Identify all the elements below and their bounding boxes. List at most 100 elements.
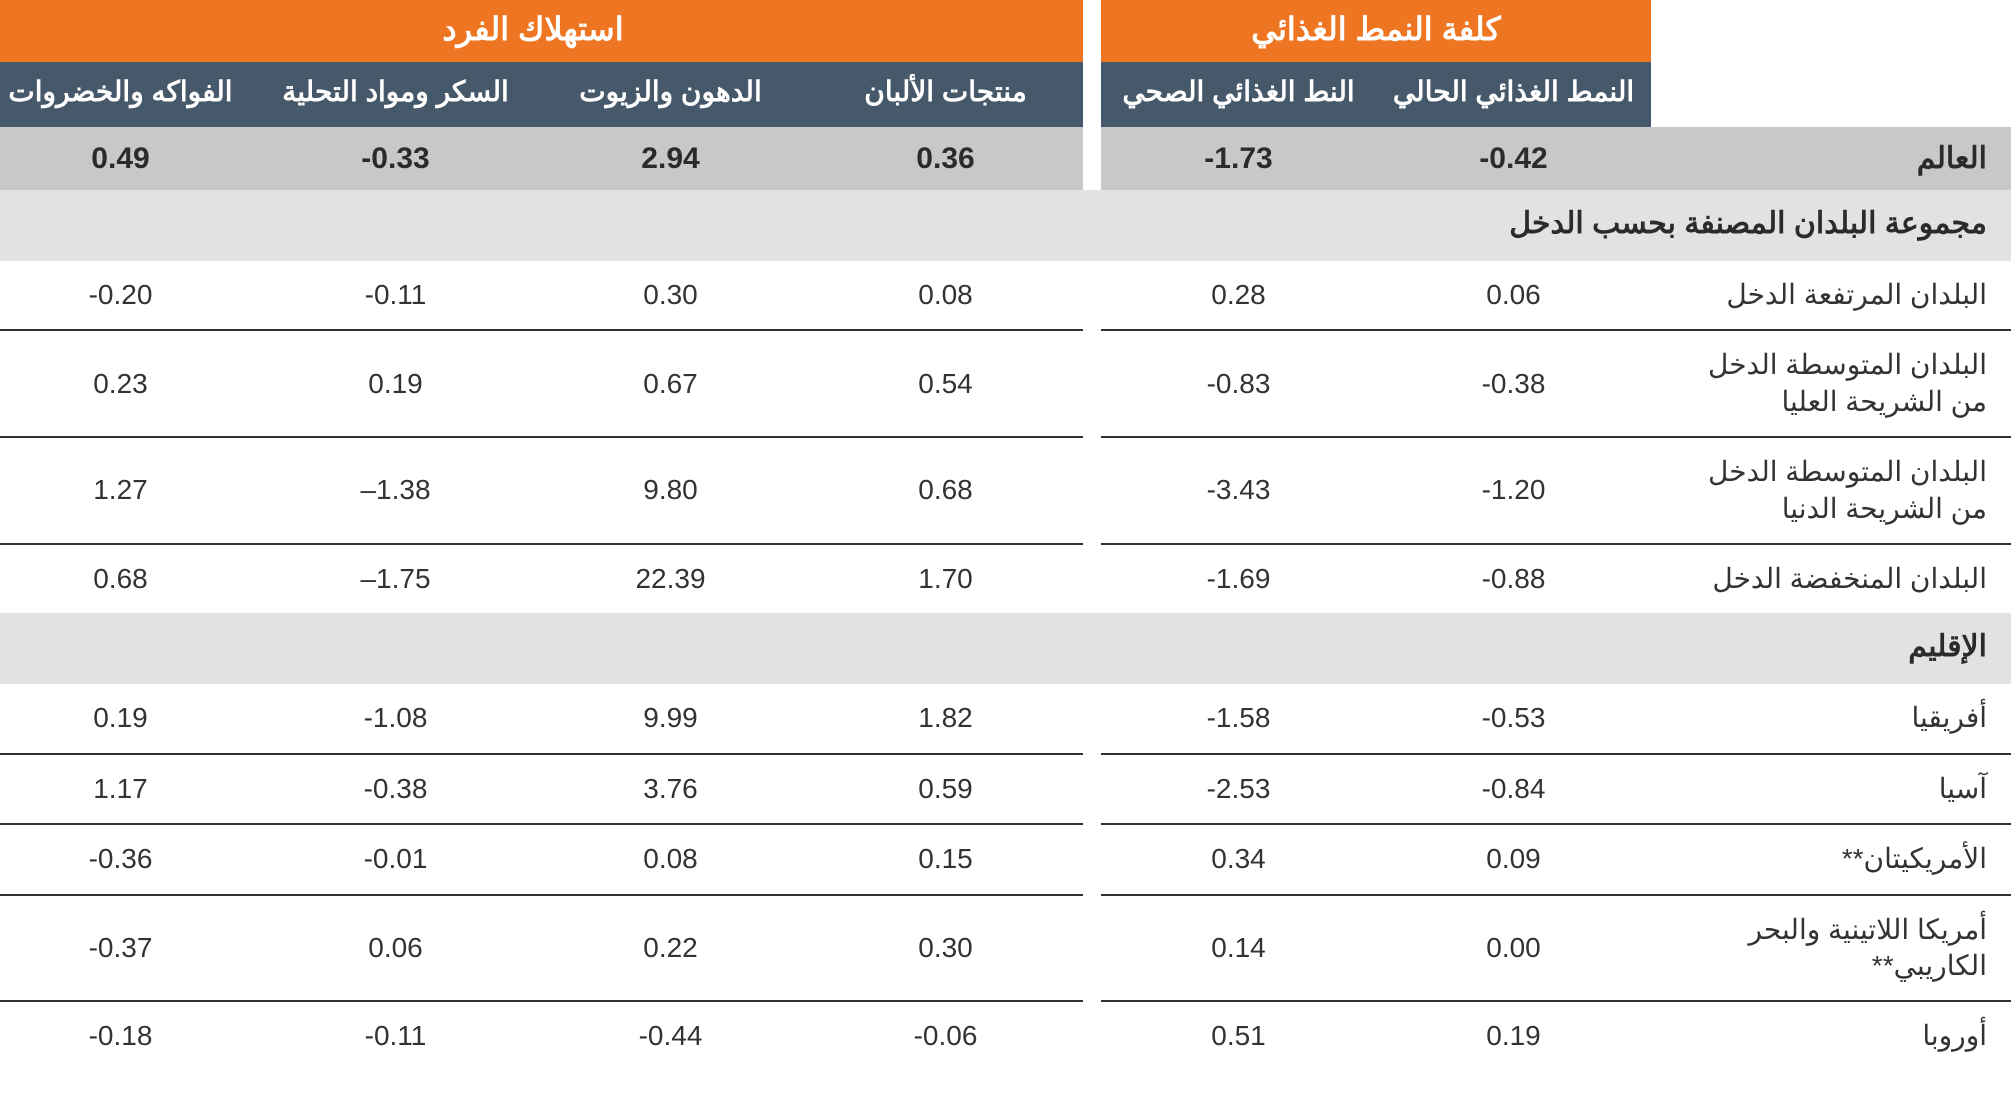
cell-fats: 0.44- bbox=[533, 1001, 808, 1070]
row-sep bbox=[1083, 330, 1101, 437]
cell-cost-healthy: 0.28 bbox=[1101, 261, 1376, 330]
cell-dairy: 0.68 bbox=[808, 437, 1083, 544]
table-row: البلدان المتوسطة الدخل من الشريحة الدنيا… bbox=[0, 437, 2011, 544]
col-cost-current: النمط الغذائي الحالي bbox=[1376, 62, 1651, 127]
header-group-row: كلفة النمط الغذائي استهلاك الفرد bbox=[0, 0, 2011, 62]
row-label: البلدان المرتفعة الدخل bbox=[1651, 261, 2011, 330]
cell-fats: 0.67 bbox=[533, 330, 808, 437]
cell-cost-current: 0.53- bbox=[1376, 684, 1651, 753]
cell-fruitveg: 0.36- bbox=[0, 824, 258, 894]
row-label: آسيا bbox=[1651, 754, 2011, 824]
col-cost-healthy: النط الغذائي الصحي bbox=[1101, 62, 1376, 127]
cell-sugar: 0.06 bbox=[258, 895, 533, 1002]
cell-fats: 22.39 bbox=[533, 544, 808, 613]
cell-sugar: 1.75– bbox=[258, 544, 533, 613]
cell-sugar: 0.19 bbox=[258, 330, 533, 437]
row-label: أمريكا اللاتينية والبحر الكاريبي** bbox=[1651, 895, 2011, 1002]
world-sugar: 0.33- bbox=[258, 127, 533, 190]
col-fats: الدهون والزيوت bbox=[533, 62, 808, 127]
cell-fruitveg: 1.17 bbox=[0, 754, 258, 824]
row-sep bbox=[1083, 895, 1101, 1002]
cell-dairy: 0.54 bbox=[808, 330, 1083, 437]
cell-dairy: 1.82 bbox=[808, 684, 1083, 753]
cell-cost-current: 0.84- bbox=[1376, 754, 1651, 824]
world-dairy: 0.36 bbox=[808, 127, 1083, 190]
cell-fats: 0.30 bbox=[533, 261, 808, 330]
cell-sugar: 0.38- bbox=[258, 754, 533, 824]
header-sep bbox=[1083, 0, 1101, 62]
cell-fruitveg: 0.37- bbox=[0, 895, 258, 1002]
row-label: أفريقيا bbox=[1651, 684, 2011, 753]
cell-fats: 9.99 bbox=[533, 684, 808, 753]
table-row: آسيا0.84-2.53-0.593.760.38-1.17 bbox=[0, 754, 2011, 824]
table-row: البلدان المتوسطة الدخل من الشريحة العليا… bbox=[0, 330, 2011, 437]
world-fats: 2.94 bbox=[533, 127, 808, 190]
col-dairy: منتجات الألبان bbox=[808, 62, 1083, 127]
cell-cost-healthy: 0.14 bbox=[1101, 895, 1376, 1002]
row-sep bbox=[1083, 437, 1101, 544]
section-title: الإقليم bbox=[0, 613, 2011, 684]
cell-dairy: 0.06- bbox=[808, 1001, 1083, 1070]
table-row: البلدان المنخفضة الدخل0.88-1.69-1.7022.3… bbox=[0, 544, 2011, 613]
cell-cost-healthy: 3.43- bbox=[1101, 437, 1376, 544]
row-label: البلدان المتوسطة الدخل من الشريحة الدنيا bbox=[1651, 437, 2011, 544]
table-row: أمريكا اللاتينية والبحر الكاريبي**0.000.… bbox=[0, 895, 2011, 1002]
cell-fats: 3.76 bbox=[533, 754, 808, 824]
cell-cost-current: 0.38- bbox=[1376, 330, 1651, 437]
cell-fruitveg: 0.23 bbox=[0, 330, 258, 437]
table-row: أوروبا0.190.51 0.06-0.44-0.11-0.18- bbox=[0, 1001, 2011, 1070]
cell-cost-healthy: 1.58- bbox=[1101, 684, 1376, 753]
table-row: الأمريكيتان**0.090.340.150.080.01-0.36- bbox=[0, 824, 2011, 894]
cell-dairy: 0.08 bbox=[808, 261, 1083, 330]
cell-cost-current: 1.20- bbox=[1376, 437, 1651, 544]
table-row: أفريقيا0.53-1.58- 1.829.991.08-0.19 bbox=[0, 684, 2011, 753]
cell-fruitveg: 0.68 bbox=[0, 544, 258, 613]
cell-fruitveg: 0.20- bbox=[0, 261, 258, 330]
subheader-sep bbox=[1083, 62, 1101, 127]
world-cost-healthy: 1.73- bbox=[1101, 127, 1376, 190]
header-columns-row: النمط الغذائي الحالي النط الغذائي الصحي … bbox=[0, 62, 2011, 127]
cell-cost-current: 0.06 bbox=[1376, 261, 1651, 330]
col-fruitveg: الفواكه والخضروات bbox=[0, 62, 258, 127]
cell-dairy: 0.15 bbox=[808, 824, 1083, 894]
cell-dairy: 0.30 bbox=[808, 895, 1083, 1002]
cell-sugar: 1.38– bbox=[258, 437, 533, 544]
cell-cost-healthy: 1.69- bbox=[1101, 544, 1376, 613]
world-label: العالم bbox=[1651, 127, 2011, 190]
cell-sugar: 0.01- bbox=[258, 824, 533, 894]
world-cost-current: 0.42- bbox=[1376, 127, 1651, 190]
row-sep bbox=[1083, 824, 1101, 894]
cell-sugar: 0.11- bbox=[258, 1001, 533, 1070]
row-sep bbox=[1083, 1001, 1101, 1070]
cell-fruitveg: 1.27 bbox=[0, 437, 258, 544]
subheader-empty bbox=[1651, 62, 2011, 127]
row-label: أوروبا bbox=[1651, 1001, 2011, 1070]
cell-fruitveg: 0.19 bbox=[0, 684, 258, 753]
cell-fats: 0.08 bbox=[533, 824, 808, 894]
world-fruitveg: 0.49 bbox=[0, 127, 258, 190]
cell-cost-current: 0.09 bbox=[1376, 824, 1651, 894]
cell-sugar: 0.11- bbox=[258, 261, 533, 330]
cell-cost-current: 0.19 bbox=[1376, 1001, 1651, 1070]
table-row: البلدان المرتفعة الدخل0.060.280.080.300.… bbox=[0, 261, 2011, 330]
header-empty bbox=[1651, 0, 2011, 62]
cell-fats: 9.80 bbox=[533, 437, 808, 544]
row-label: البلدان المنخفضة الدخل bbox=[1651, 544, 2011, 613]
header-group-cost: كلفة النمط الغذائي bbox=[1101, 0, 1651, 62]
row-label: البلدان المتوسطة الدخل من الشريحة العليا bbox=[1651, 330, 2011, 437]
row-sep bbox=[1083, 754, 1101, 824]
cell-fruitveg: 0.18- bbox=[0, 1001, 258, 1070]
row-sep bbox=[1083, 544, 1101, 613]
section-title: مجموعة البلدان المصنفة بحسب الدخل bbox=[0, 190, 2011, 261]
cell-sugar: 1.08- bbox=[258, 684, 533, 753]
world-row: العالم 0.42- 1.73- 0.36 2.94 0.33- 0.49 bbox=[0, 127, 2011, 190]
cell-cost-healthy: 0.51 bbox=[1101, 1001, 1376, 1070]
row-sep bbox=[1083, 261, 1101, 330]
cell-cost-healthy: 0.34 bbox=[1101, 824, 1376, 894]
cell-cost-healthy: 0.83- bbox=[1101, 330, 1376, 437]
cell-cost-current: 0.00 bbox=[1376, 895, 1651, 1002]
col-sugar: السكر ومواد التحلية bbox=[258, 62, 533, 127]
diet-cost-table: كلفة النمط الغذائي استهلاك الفرد النمط ا… bbox=[0, 0, 2011, 1071]
cell-dairy: 0.59 bbox=[808, 754, 1083, 824]
world-sep bbox=[1083, 127, 1101, 190]
